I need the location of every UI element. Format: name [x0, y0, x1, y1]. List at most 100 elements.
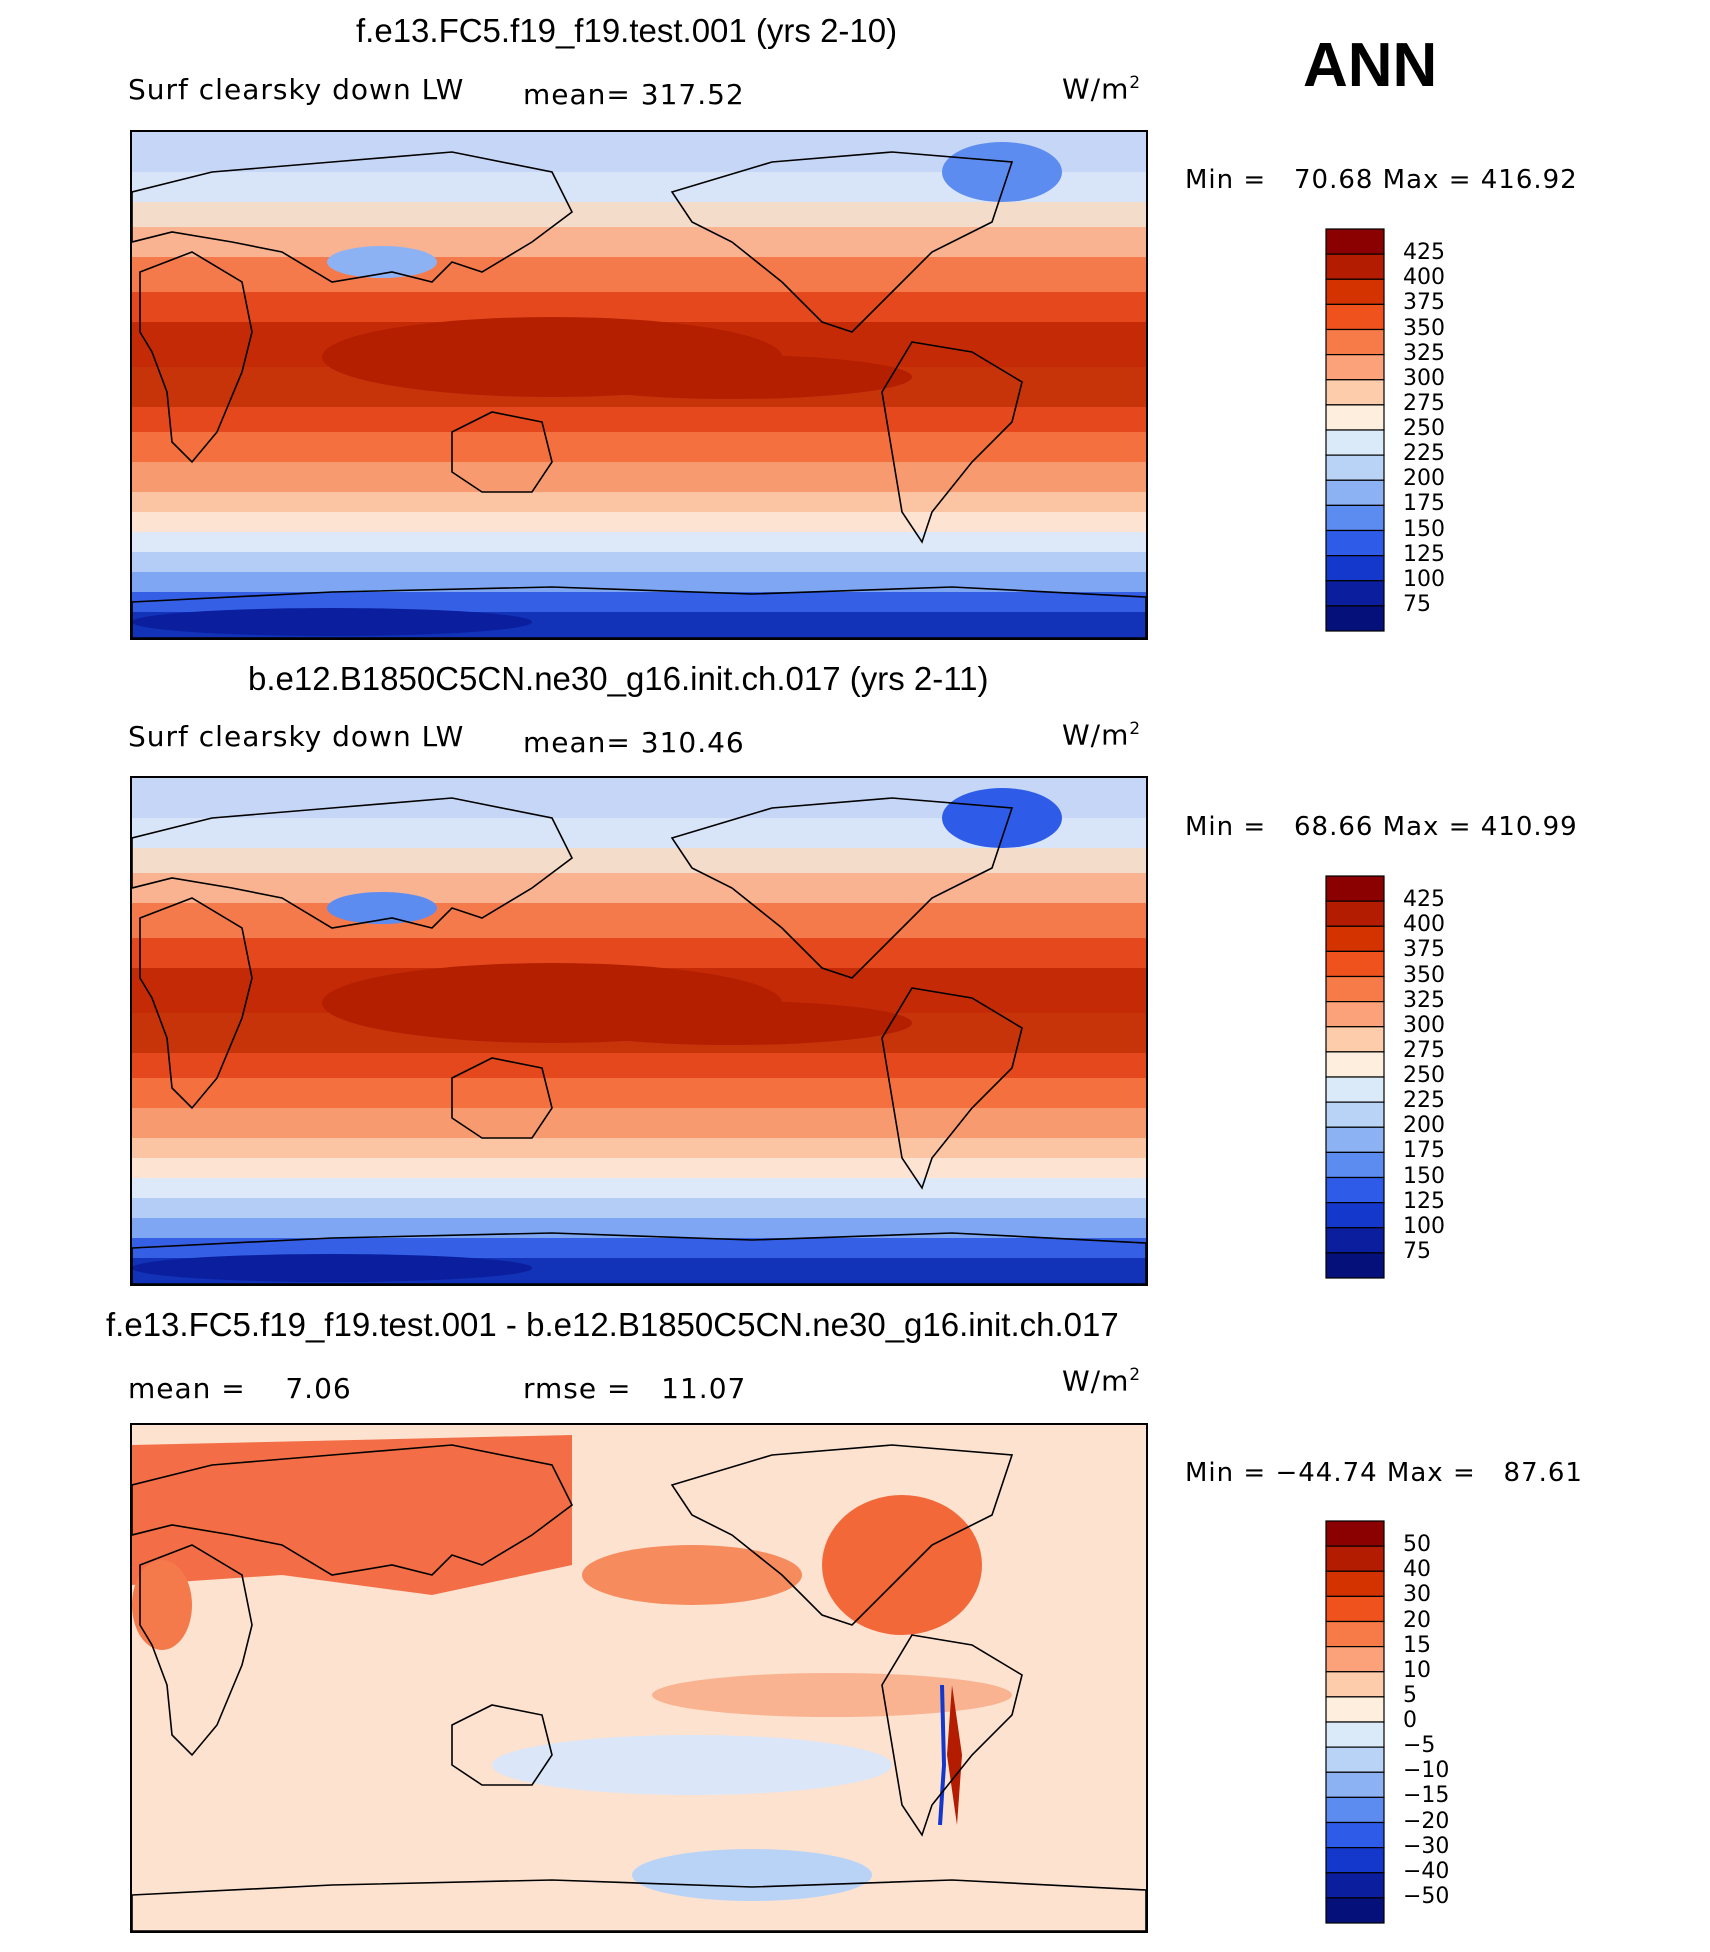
colorbar-tick-label: 200 — [1403, 1113, 1445, 1139]
colorbar-tick-label: 75 — [1403, 591, 1431, 617]
colorbar-tick-label: 125 — [1403, 1188, 1445, 1214]
colorbar-tick-label: 325 — [1403, 987, 1445, 1013]
colorbar-tick-label: 100 — [1403, 566, 1445, 592]
coastline — [451, 1704, 553, 1786]
colorbar-tick-label: −40 — [1403, 1858, 1450, 1884]
colorbar-swatch — [1325, 1671, 1385, 1698]
diff-south-pacific-cool — [492, 1735, 892, 1795]
colorbar-swatch — [1325, 454, 1385, 481]
colorbar-swatch — [1325, 404, 1385, 431]
colorbar-tick-label: 225 — [1403, 441, 1445, 467]
colorbar-swatch — [1325, 429, 1385, 456]
season-label: ANN — [1303, 31, 1438, 100]
panel-2-map-svg — [132, 778, 1146, 1284]
colorbar-tick-label: 325 — [1403, 340, 1445, 366]
lat-band — [132, 407, 1146, 432]
colorbar-tick-label: 250 — [1403, 1063, 1445, 1088]
colorbar-tick-label: 125 — [1403, 541, 1445, 567]
colorbar-tick-label: 50 — [1403, 1532, 1431, 1558]
lat-band — [132, 873, 1146, 903]
colorbar-swatch — [1325, 1696, 1385, 1723]
colorbar-tick-label: 100 — [1403, 1213, 1445, 1239]
lat-band — [132, 1078, 1146, 1108]
colorbar-tick-label: 400 — [1403, 265, 1445, 291]
colorbar-swatch — [1325, 1001, 1385, 1028]
colorbar-swatch — [1325, 1897, 1385, 1924]
lat-band — [132, 1138, 1146, 1158]
colorbar-swatch — [1325, 529, 1385, 557]
colorbar-swatch — [1325, 1227, 1385, 1254]
colorbar-tick-label: 350 — [1403, 315, 1445, 341]
diff-pacific-warm — [582, 1545, 802, 1605]
colorbar-svg — [1325, 875, 1385, 1279]
coastline — [670, 797, 1014, 979]
colorbar-tick-label: 225 — [1403, 1088, 1445, 1114]
colorbar-tick-label: 175 — [1403, 1138, 1445, 1164]
colorbar-swatch — [1325, 925, 1385, 952]
lat-band — [132, 532, 1146, 552]
colorbar-swatch — [1325, 1746, 1385, 1773]
colorbar-tick-label: 10 — [1403, 1657, 1431, 1683]
colorbar-tick-label: 275 — [1403, 1037, 1445, 1063]
colorbar-tick-label: 350 — [1403, 962, 1445, 988]
colorbar-tick-label: 5 — [1403, 1682, 1417, 1708]
coastline — [132, 1444, 574, 1576]
colorbar-swatch — [1325, 1821, 1385, 1849]
colorbar-tick-label: 40 — [1403, 1557, 1431, 1583]
colorbar-swatch — [1325, 875, 1385, 902]
colorbar-tick-label: −15 — [1403, 1783, 1450, 1809]
panel-1-map-svg — [132, 132, 1146, 638]
coastline — [132, 586, 1146, 638]
panel-3-rmse-label: rmse = 11.07 — [523, 1372, 747, 1405]
colorbar-tick-label: −10 — [1403, 1758, 1450, 1784]
colorbar-swatch — [1325, 1176, 1385, 1204]
colorbar-tick-label: 275 — [1403, 390, 1445, 416]
colorbar-svg — [1325, 1520, 1385, 1924]
colorbar-tick-label: 200 — [1403, 466, 1445, 492]
panel-2-variable-label: Surf clearsky down LW — [128, 720, 465, 753]
colorbar-tick-label: 375 — [1403, 290, 1445, 316]
coastline — [451, 1057, 553, 1139]
colorbar-swatch — [1325, 278, 1385, 305]
colorbar-swatch — [1325, 479, 1385, 506]
coastline — [670, 151, 1014, 333]
lat-band — [132, 938, 1146, 968]
colorbar-swatch — [1325, 379, 1385, 406]
colorbar-tick-label: 175 — [1403, 491, 1445, 517]
coastline — [881, 1634, 1023, 1837]
lat-band — [132, 848, 1146, 873]
panel-3-map-svg — [132, 1425, 1146, 1931]
warm-pool — [552, 1001, 912, 1045]
colorbar-tick-label: 300 — [1403, 1012, 1445, 1038]
panel-3-units: W/m2 — [1062, 1364, 1142, 1398]
panel-2-title: b.e12.B1850C5CN.ne30_g16.init.ch.017 (yr… — [248, 660, 989, 697]
diff-asia-warm — [132, 1435, 572, 1595]
colorbar-swatch — [1325, 1076, 1385, 1103]
colorbar-swatch — [1325, 1151, 1385, 1179]
colorbar-swatch — [1325, 975, 1385, 1003]
panel-2-units: W/m2 — [1062, 718, 1142, 752]
lat-band — [132, 1238, 1146, 1258]
tibet-cold — [327, 246, 437, 278]
panel-3-mean-label: mean = 7.06 — [128, 1372, 352, 1405]
coastline — [132, 1879, 1146, 1931]
diff-africa-warm — [132, 1560, 192, 1650]
colorbar-tick-label: 30 — [1403, 1582, 1431, 1608]
lat-band — [132, 1198, 1146, 1218]
lat-band — [132, 227, 1146, 257]
coastline — [881, 341, 1023, 544]
greenland-cold — [942, 788, 1062, 848]
colorbar-swatch — [1325, 1252, 1385, 1279]
coastline — [139, 1544, 253, 1757]
colorbar-swatch — [1325, 504, 1385, 532]
lat-band — [132, 257, 1146, 292]
colorbar-swatch — [1325, 253, 1385, 280]
panel-3-minmax: Min = −44.74 Max = 87.61 — [1185, 1458, 1583, 1488]
colorbar-tick-label: −30 — [1403, 1833, 1450, 1859]
colorbar-tick-label: 300 — [1403, 365, 1445, 391]
lat-band — [132, 552, 1146, 572]
coastline — [881, 987, 1023, 1190]
colorbar-swatch — [1325, 1051, 1385, 1078]
colorbar-swatch — [1325, 354, 1385, 381]
lat-band — [132, 1178, 1146, 1198]
